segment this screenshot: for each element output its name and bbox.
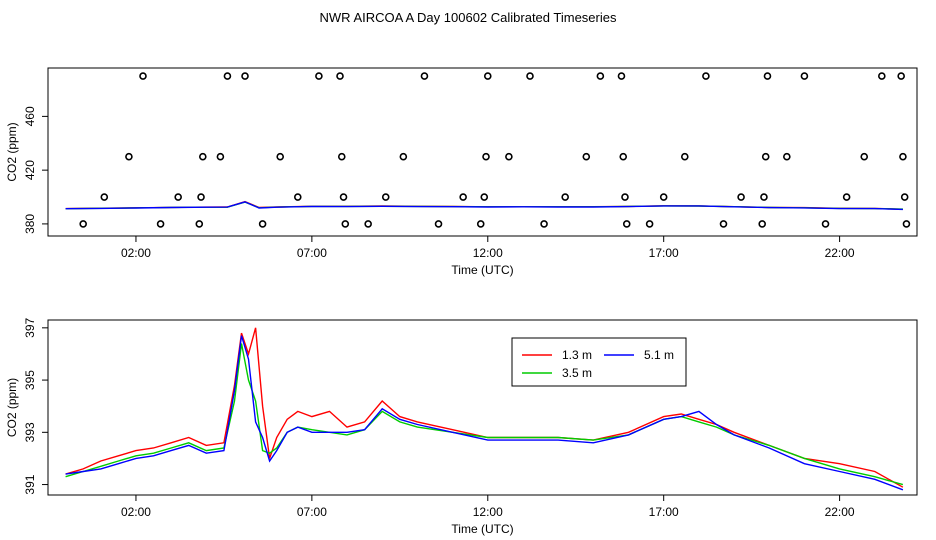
y-tick-label: 460 bbox=[23, 106, 37, 126]
plot-frame bbox=[47, 319, 918, 496]
calibration-point bbox=[341, 220, 350, 228]
calibration-point bbox=[760, 193, 768, 201]
legend: 1.3 m 5.1 m 3.5 m bbox=[511, 337, 687, 387]
calibration-point bbox=[540, 220, 548, 228]
chart-title: NWR AIRCOA A Day 100602 Calibrated Times… bbox=[320, 10, 617, 25]
calibration-point bbox=[337, 152, 346, 161]
y-tick-label: 393 bbox=[23, 422, 37, 442]
y-tick-label: 380 bbox=[23, 214, 37, 234]
calibration-point bbox=[702, 72, 710, 80]
legend-label: 3.5 m bbox=[562, 366, 592, 380]
calibration-point bbox=[842, 193, 851, 201]
x-tick-label: 17:00 bbox=[649, 505, 679, 519]
calibration-point bbox=[276, 152, 285, 161]
y-tick-label: 391 bbox=[23, 474, 37, 494]
x-tick-label: 07:00 bbox=[297, 246, 327, 260]
calibration-point bbox=[174, 193, 182, 201]
calibration-point bbox=[897, 72, 905, 80]
calibration-point bbox=[476, 220, 485, 228]
calibration-point bbox=[763, 72, 772, 80]
calibration-point bbox=[899, 152, 907, 161]
x-tick-label: 12:00 bbox=[473, 246, 503, 260]
calibration-point bbox=[195, 220, 204, 228]
calibration-point bbox=[79, 220, 87, 228]
calibration-point bbox=[622, 220, 631, 228]
calibration-point bbox=[783, 152, 791, 161]
x-axis-label: Time (UTC) bbox=[451, 263, 513, 277]
calibration-point bbox=[596, 72, 605, 80]
calibration-point bbox=[761, 152, 770, 161]
calibration-point bbox=[617, 72, 626, 80]
series-line-5-1-m bbox=[65, 201, 903, 211]
calibration-point bbox=[459, 193, 467, 201]
calibration-point bbox=[199, 152, 207, 161]
calibration-point bbox=[293, 193, 302, 201]
x-axis-label: Time (UTC) bbox=[451, 522, 513, 536]
y-tick-label: 397 bbox=[23, 318, 37, 338]
calibration-point bbox=[621, 193, 629, 201]
calibration-point bbox=[241, 72, 249, 80]
calibration-point bbox=[526, 72, 534, 80]
calibration-point bbox=[216, 152, 225, 161]
calibration-point bbox=[860, 152, 869, 161]
calibration-point bbox=[482, 152, 490, 161]
x-tick-label: 02:00 bbox=[121, 246, 151, 260]
y-tick-label: 420 bbox=[23, 160, 37, 180]
calibration-point bbox=[339, 193, 348, 201]
calibration-point bbox=[582, 152, 591, 161]
series-line-5-1-m bbox=[65, 335, 904, 491]
calibration-point bbox=[480, 193, 489, 201]
calibration-point bbox=[619, 152, 628, 161]
series-line-1-3-m bbox=[65, 327, 904, 488]
calibration-point bbox=[156, 220, 165, 228]
calibration-point bbox=[223, 72, 232, 80]
calibration-point bbox=[364, 220, 372, 228]
legend-label: 1.3 m bbox=[562, 348, 592, 362]
calibration-point bbox=[902, 220, 911, 228]
calibration-point bbox=[659, 193, 668, 201]
legend-label: 5.1 m bbox=[644, 348, 674, 362]
plot-frame bbox=[47, 67, 918, 237]
y-axis-label: CO2 (ppm) bbox=[5, 378, 19, 437]
bottom-panel: 02:00 07:00 12:00 17:00 22:00 391 393 395 397 Tim… bbox=[5, 318, 918, 536]
top-panel: 02:00 07:00 12:00 17:00 22:00 380 420 460 Time (… bbox=[5, 67, 918, 277]
calibration-point bbox=[381, 193, 390, 201]
x-tick-label: 17:00 bbox=[649, 246, 679, 260]
y-axis-label: CO2 (ppm) bbox=[5, 122, 19, 181]
x-tick-label: 22:00 bbox=[825, 505, 855, 519]
calibration-point bbox=[680, 152, 689, 161]
calibration-point bbox=[505, 152, 513, 161]
calibration-point bbox=[100, 193, 109, 201]
calibration-point bbox=[800, 72, 809, 80]
x-tick-label: 12:00 bbox=[473, 505, 503, 519]
calibration-point bbox=[399, 152, 408, 161]
calibration-point bbox=[139, 72, 147, 80]
x-tick-label: 07:00 bbox=[297, 505, 327, 519]
legend-box bbox=[511, 337, 687, 387]
calibration-point bbox=[336, 72, 344, 80]
calibration-point bbox=[561, 193, 569, 201]
calibration-point bbox=[645, 220, 654, 228]
calibration-point bbox=[483, 72, 492, 80]
calibration-point bbox=[900, 193, 909, 201]
calibration-point bbox=[719, 220, 728, 228]
x-tick-label: 02:00 bbox=[121, 505, 151, 519]
calibration-point bbox=[315, 72, 323, 80]
x-tick-label: 22:00 bbox=[825, 246, 855, 260]
calibration-point bbox=[258, 220, 267, 228]
series-line-3-5-m bbox=[65, 343, 904, 486]
calibration-point bbox=[434, 220, 443, 228]
calibration-point bbox=[821, 220, 830, 228]
calibration-point bbox=[125, 152, 133, 161]
y-tick-label: 395 bbox=[23, 370, 37, 390]
calibration-point bbox=[420, 72, 429, 80]
calibration-point bbox=[758, 220, 766, 228]
calibration-point bbox=[878, 72, 886, 80]
calibration-point bbox=[737, 193, 745, 201]
calibration-point bbox=[197, 193, 205, 201]
